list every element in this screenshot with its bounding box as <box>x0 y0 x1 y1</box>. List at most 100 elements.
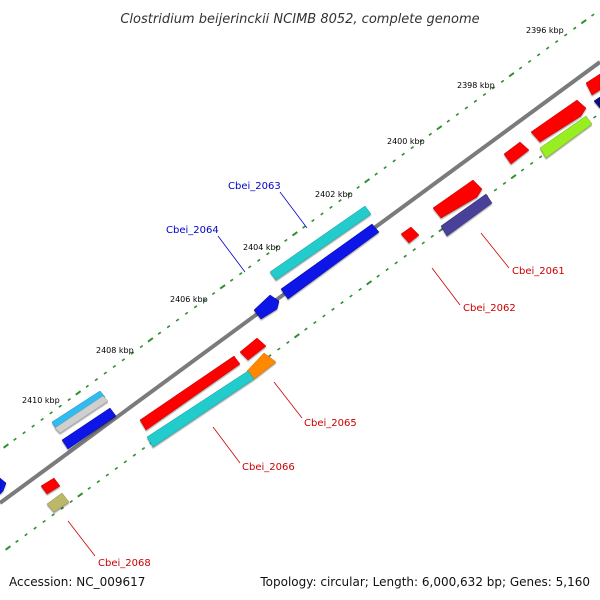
gene-cyan-cbei-2066[interactable] <box>146 370 255 448</box>
inner-tick <box>141 446 146 451</box>
gene-red-large[interactable] <box>139 355 241 431</box>
gene-red-small-c[interactable] <box>239 337 267 361</box>
inner-tick <box>51 513 55 517</box>
outer-tick <box>166 325 171 329</box>
inner-tick <box>15 539 19 543</box>
outer-tick <box>329 205 333 209</box>
gene-navy-top-right[interactable] <box>593 96 600 109</box>
outer-tick <box>157 331 162 335</box>
outer-tick <box>247 265 252 269</box>
outer-tick <box>554 39 559 44</box>
outer-tick <box>518 66 523 70</box>
inner-tick <box>493 188 498 192</box>
outer-tick <box>147 337 154 343</box>
inner-tick <box>69 499 73 504</box>
gene-olive-cbei-2068[interactable] <box>46 492 70 513</box>
outer-tick <box>112 364 117 369</box>
outer-tick <box>31 424 35 428</box>
inner-tick <box>304 327 308 331</box>
outer-tick <box>383 165 387 170</box>
outer-tick <box>22 431 26 435</box>
outer-tick <box>508 72 515 78</box>
gene-cyan-cbei-2063[interactable] <box>269 205 372 281</box>
callout-cbei-2065 <box>273 381 303 419</box>
gene-blue-left[interactable] <box>61 407 117 450</box>
inner-tick <box>412 248 416 252</box>
inner-tick <box>430 234 435 238</box>
inner-tick <box>123 460 128 464</box>
gene-red-cbei-2068[interactable] <box>40 477 61 495</box>
outer-tick <box>446 119 451 123</box>
outer-tick <box>75 390 82 396</box>
inner-tick <box>293 333 300 339</box>
inner-tick <box>340 301 344 305</box>
outer-tick <box>311 218 315 223</box>
gene-lime-2060[interactable] <box>539 115 593 159</box>
gene-blue-small-a[interactable] <box>253 294 280 320</box>
outer-tick <box>121 358 126 362</box>
gene-grey[interactable] <box>54 395 109 434</box>
outer-tick <box>275 245 279 249</box>
outer-tick <box>455 112 460 117</box>
outer-tick <box>67 397 71 402</box>
gene-navy-cbei-2061[interactable] <box>440 193 493 237</box>
outer-tick <box>219 284 226 290</box>
outer-tick-track <box>3 13 595 449</box>
reverse-genes <box>40 73 600 513</box>
outer-tick <box>85 384 89 388</box>
gene-lightblue[interactable] <box>51 390 106 431</box>
outer-tick <box>500 79 505 83</box>
gene-red-cbei-2062[interactable] <box>400 226 420 244</box>
inner-tick <box>42 519 46 524</box>
gene-red-small-b[interactable] <box>503 141 530 165</box>
inner-tick <box>286 340 290 345</box>
outer-tick <box>103 371 108 375</box>
outer-tick <box>238 272 243 276</box>
gene-red-top-right[interactable] <box>585 73 600 96</box>
inner-tick <box>510 174 517 180</box>
gene-label-cbei-2063[interactable]: Cbei_2063 <box>228 181 281 192</box>
inner-tick <box>24 533 28 537</box>
outer-tick <box>473 99 478 103</box>
inner-tick-track <box>5 115 597 551</box>
inner-tick <box>105 473 110 477</box>
kbp-label-2402: 2402 kbp <box>315 190 353 199</box>
inner-tick <box>394 261 398 265</box>
gene-label-cbei-2066[interactable]: Cbei_2066 <box>242 462 295 473</box>
inner-tick <box>114 466 119 471</box>
outer-tick <box>266 252 270 256</box>
outer-tick <box>40 417 44 422</box>
inner-tick <box>268 354 272 358</box>
inner-tick <box>502 181 507 185</box>
callout-cbei-2064 <box>217 235 246 273</box>
outer-tick <box>49 411 53 415</box>
gene-label-cbei-2065[interactable]: Cbei_2065 <box>304 418 357 429</box>
gene-red-2059[interactable] <box>530 99 587 143</box>
kbp-label-2410: 2410 kbp <box>22 396 60 405</box>
outer-tick <box>580 19 587 25</box>
kbp-label-2406: 2406 kbp <box>170 295 208 304</box>
callout-cbei-2062 <box>431 267 461 306</box>
outer-tick <box>284 238 288 243</box>
outer-tick <box>572 26 577 30</box>
outer-tick <box>545 46 550 50</box>
gene-blue-cbei-2064[interactable] <box>280 223 380 300</box>
gene-red-cbei-2061[interactable] <box>432 179 483 219</box>
gene-blue-edge[interactable] <box>0 477 7 495</box>
outer-tick <box>527 59 532 64</box>
callout-cbei-2061 <box>480 232 510 269</box>
outer-tick <box>410 146 414 150</box>
genome-summary-text: Topology: circular; Length: 6,000,632 bp… <box>260 575 590 589</box>
gene-label-cbei-2061[interactable]: Cbei_2061 <box>512 266 565 277</box>
gene-label-cbei-2068[interactable]: Cbei_2068 <box>98 558 151 569</box>
outer-tick <box>374 172 378 176</box>
outer-tick <box>257 258 261 262</box>
outer-tick <box>13 437 17 441</box>
outer-tick <box>591 13 595 17</box>
callout-cbei-2063 <box>279 191 308 229</box>
map-title: Clostridium beijerinckii NCIMB 8052, com… <box>120 12 479 27</box>
outer-tick <box>302 225 306 229</box>
inner-tick <box>322 314 326 318</box>
gene-label-cbei-2062[interactable]: Cbei_2062 <box>463 303 516 314</box>
gene-label-cbei-2064[interactable]: Cbei_2064 <box>166 225 219 236</box>
